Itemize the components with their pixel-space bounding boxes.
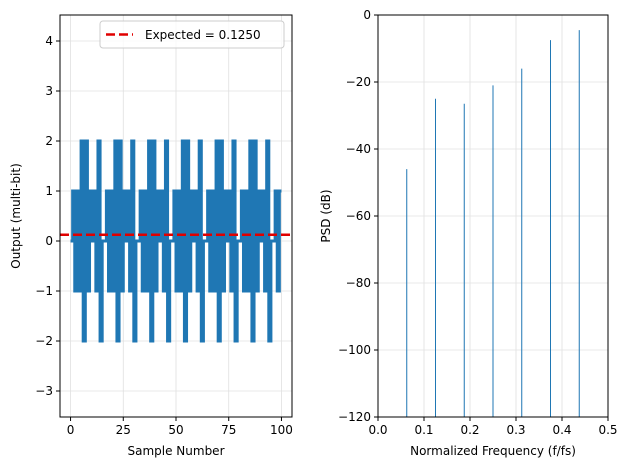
x-tick-label: 100	[270, 423, 293, 437]
x-tick-label: 25	[116, 423, 131, 437]
x-tick-label: 50	[168, 423, 183, 437]
axes-frame	[377, 14, 609, 418]
y-tick-label: 3	[45, 84, 53, 98]
y-tick-label: 4	[45, 34, 53, 48]
y-tick-label: −1	[35, 284, 53, 298]
y-tick-label: −80	[346, 276, 371, 290]
x-tick-label: 0.1	[414, 423, 433, 437]
y-tick-label: 0	[45, 234, 53, 248]
x-tick-label: 0.2	[460, 423, 479, 437]
x-tick-label: 0.0	[368, 423, 387, 437]
x-tick-label: 0	[67, 423, 75, 437]
output-step-series	[70, 139, 282, 343]
y-axis-label: Output (multi-bit)	[9, 163, 23, 269]
axes-frame	[59, 14, 293, 418]
y-tick-label: −3	[35, 384, 53, 398]
x-axis-label: Sample Number	[127, 444, 224, 458]
x-tick-label: 0.5	[598, 423, 617, 437]
legend-label: Expected = 0.1250	[145, 28, 261, 42]
y-axis-label: PSD (dB)	[319, 189, 333, 242]
y-tick-label: −60	[346, 209, 371, 223]
y-tick-label: 1	[45, 184, 53, 198]
y-tick-label: −100	[338, 343, 371, 357]
y-tick-label: 2	[45, 134, 53, 148]
legend-box	[99, 20, 285, 49]
x-tick-label: 75	[221, 423, 236, 437]
psd-plot: 0.0 0.1 0.2 0.3 0.4 0.5 −120 −100 −80 −60 −40 −20 0 N…	[319, 8, 618, 458]
legend: Expected = 0.1250	[99, 20, 285, 49]
x-tick-label: 0.4	[552, 423, 571, 437]
x-axis-label: Normalized Frequency (f/fs)	[410, 444, 576, 458]
y-tick-label: −40	[346, 142, 371, 156]
y-tick-label: 0	[363, 8, 371, 22]
y-tick-label: −120	[338, 410, 371, 424]
time-domain-plot: 0 25 50 75 100 −3 −2 −1 0 1 2 3 4 Sample Number Output…	[9, 14, 293, 458]
y-tick-label: −2	[35, 334, 53, 348]
x-tick-label: 0.3	[506, 423, 525, 437]
y-tick-label: −20	[346, 75, 371, 89]
